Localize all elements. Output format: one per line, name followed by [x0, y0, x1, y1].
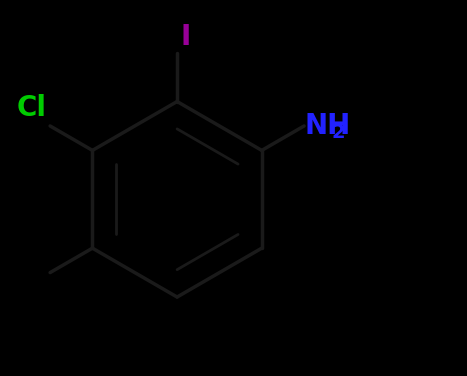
Text: I: I: [181, 23, 191, 51]
Text: Cl: Cl: [16, 94, 46, 122]
Text: 2: 2: [331, 123, 345, 142]
Text: NH: NH: [304, 112, 350, 140]
